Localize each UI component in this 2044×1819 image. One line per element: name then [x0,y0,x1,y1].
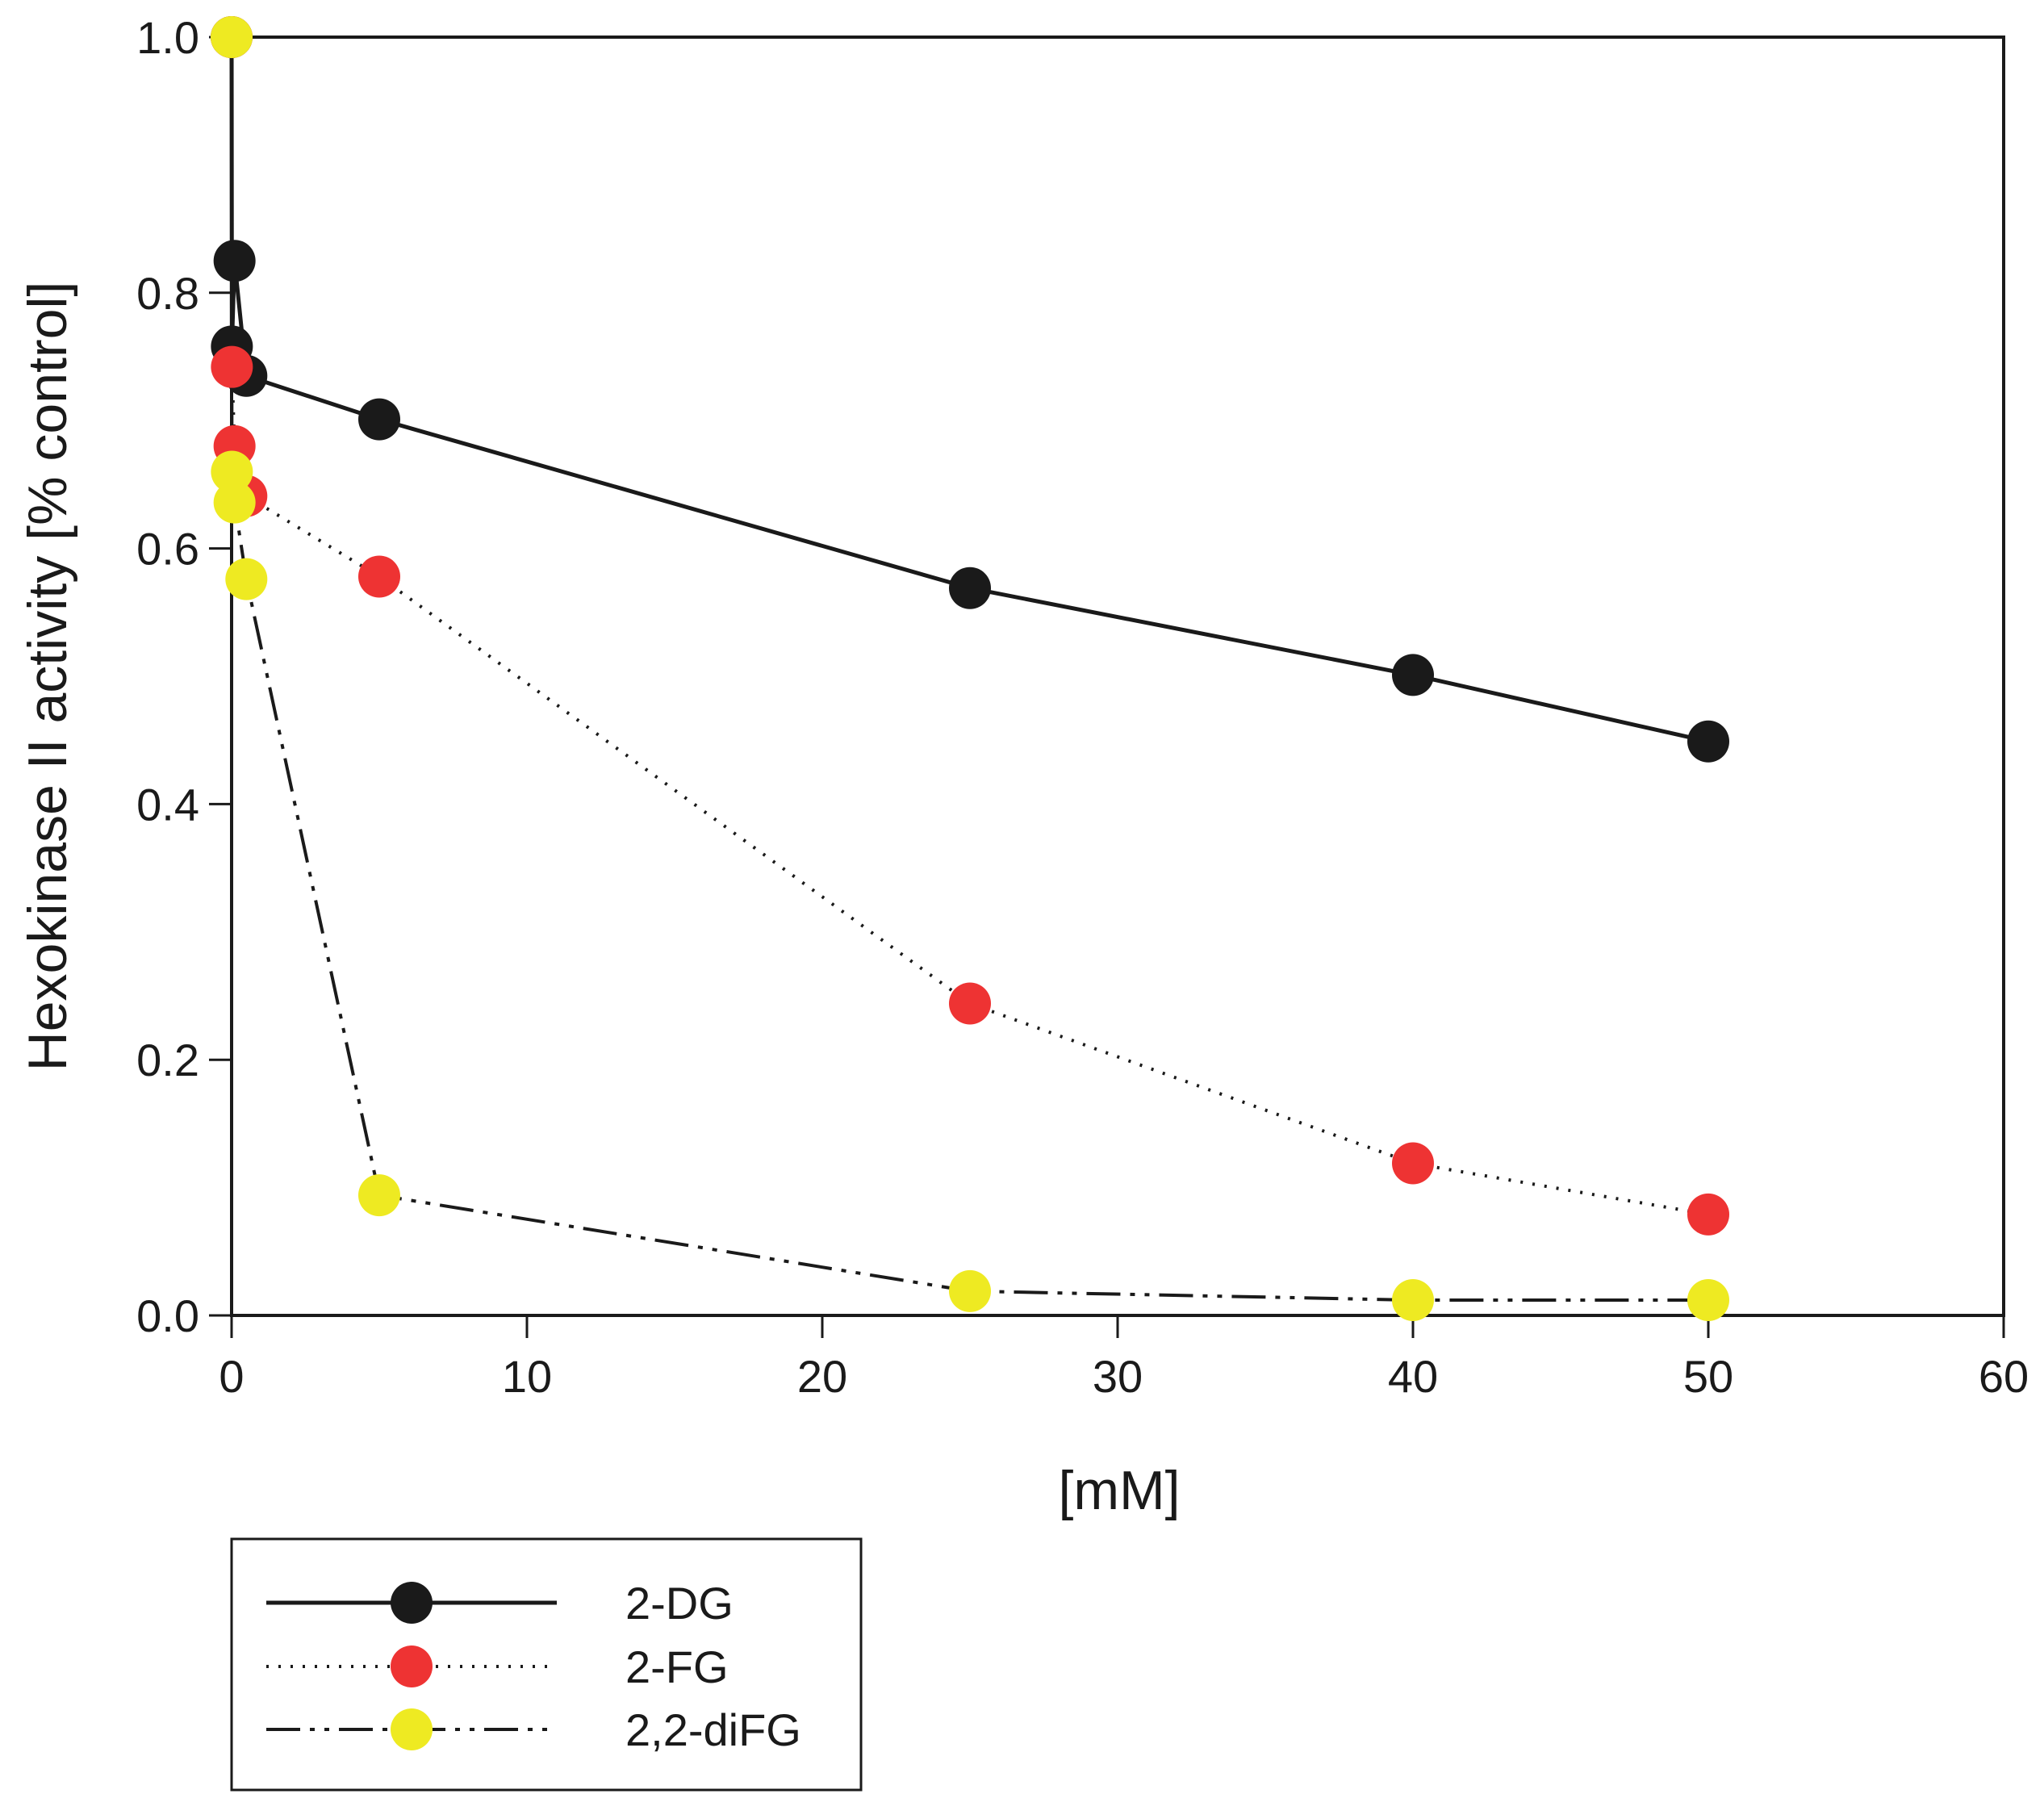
x-tick-label-0: 0 [219,1351,244,1402]
data-point-2-FG-4 [358,555,400,598]
y-tick-label-0: 0.0 [136,1290,199,1341]
tick-labels: 0 10 20 30 40 50 60 0.0 0.2 0.4 0.6 0.8 1.0 [136,12,2029,1402]
series-line-2-FG [230,36,1709,1216]
series-line-2,2-diFG [230,36,1708,1302]
data-point-2-FG-6 [1392,1142,1434,1185]
legend-label-2,2-diFG: 2,2-diFG [625,1704,801,1755]
data-point-2-DG-6 [1392,654,1434,696]
data-point-2,2-diFG-1 [211,450,253,493]
data-point-2,2-diFG-5 [949,1269,991,1312]
plot-frame [230,36,2005,1317]
data-point-2-DG-5 [949,567,991,609]
y-tick-label-4: 0.8 [136,268,199,319]
y-tick-label-3: 0.6 [136,524,199,575]
legend-label-2-DG: 2-DG [625,1578,734,1629]
y-tick-label-1: 0.2 [136,1035,199,1085]
data-point-2-DG-7 [1687,720,1729,763]
x-tick-label-50: 50 [1683,1351,1733,1402]
data-point-2,2-diFG-0 [211,16,253,58]
legend-marker-2,2-diFG [391,1708,433,1750]
data-point-2,2-diFG-7 [1687,1278,1729,1321]
y-axis-title: Hexokinase II activity [% control] [17,282,78,1072]
y-tick-label-2: 0.4 [136,779,199,830]
data-point-2-DG-2 [213,240,256,282]
legend-marker-2-DG [391,1582,433,1624]
series-points [211,16,1729,1321]
x-tick-label-40: 40 [1388,1351,1438,1402]
x-tick-label-20: 20 [797,1351,847,1402]
x-axis-title: [mM] [1058,1460,1180,1521]
legend-label-2-FG: 2-FG [625,1641,729,1692]
tick-marks [209,36,2005,1338]
legend-marker-2-FG [391,1645,433,1687]
x-tick-label-30: 30 [1093,1351,1143,1402]
legend: 2-DG 2-FG 2,2-diFG [230,1537,863,1792]
x-tick-label-60: 60 [1979,1351,2029,1402]
x-tick-label-10: 10 [502,1351,552,1402]
series-line-2-DG [229,36,1709,744]
data-point-2,2-diFG-4 [358,1174,400,1217]
data-point-2-FG-1 [211,345,253,388]
data-point-2,2-diFG-3 [225,558,268,600]
data-point-2-DG-4 [358,398,400,441]
series-lines [229,36,1709,1302]
data-point-2-FG-5 [949,982,991,1025]
data-point-2,2-diFG-2 [213,481,256,524]
legend-frame [230,1537,863,1792]
y-tick-label-5: 1.0 [136,12,199,63]
data-point-2,2-diFG-6 [1392,1278,1434,1321]
data-point-2-FG-7 [1687,1193,1729,1236]
